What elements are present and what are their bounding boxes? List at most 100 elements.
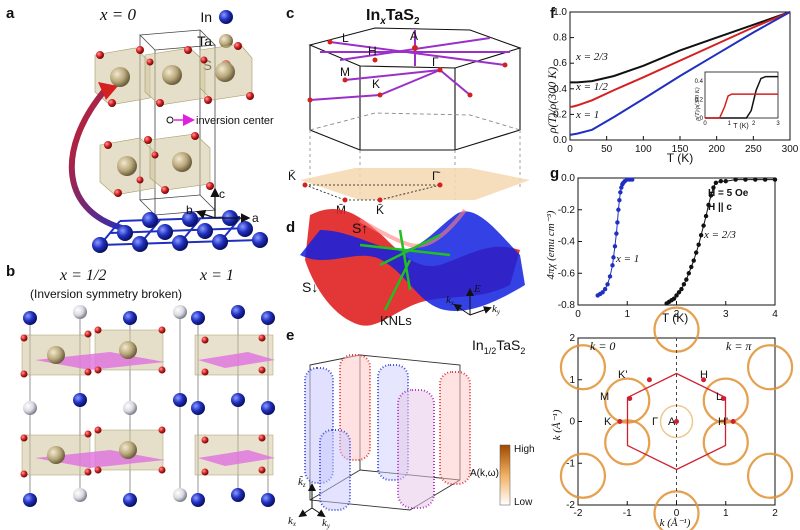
chart-f-xtick-label: 250	[745, 144, 762, 155]
chart-h-ytick-label: -2	[566, 500, 575, 511]
surface-point-K2: K̄	[376, 203, 384, 217]
chart-h-xtick-label: 0	[674, 508, 680, 519]
kz0-label: k = 0	[590, 339, 615, 353]
axis-kz-e: k̃z	[298, 475, 306, 489]
chart-g-point	[701, 223, 706, 228]
chart-g-point	[629, 177, 635, 182]
chart-g-point	[676, 290, 682, 295]
axis-kx-e: kx	[288, 515, 297, 528]
chart-f-ytick-label: 0.6	[553, 58, 567, 69]
inversion-plane-right-2	[198, 450, 275, 466]
chart-g-point	[706, 202, 711, 208]
chart-g-point	[618, 190, 623, 195]
high-symmetry-points-c	[307, 39, 508, 103]
panel-f: f 0 50 100 150 200 250 300 0.0 0.2 0.4 0.6 0.8 1.0 0 1…	[545, 5, 799, 165]
axes-d	[453, 288, 492, 316]
surface-path	[304, 184, 441, 201]
inset-ytick-label: 0.2	[695, 98, 704, 104]
ta-atoms-lower	[117, 152, 192, 176]
fermi-pocket	[746, 452, 794, 499]
chart-g-point	[614, 231, 619, 236]
chart-g-point	[743, 177, 748, 182]
chart-g-point	[681, 282, 687, 287]
bz-point-H: H	[368, 44, 377, 58]
chart-g-point	[772, 177, 778, 182]
transform-arrow	[68, 88, 131, 233]
s-atoms-upper	[96, 42, 254, 107]
chart-f-series-1	[570, 11, 791, 108]
knl-lines	[359, 229, 451, 311]
legend-ta-marker	[219, 34, 233, 48]
chart-h: -2 -1 0 1 2 -2 -1 0 1 2	[559, 306, 794, 530]
panel-b-left-title: x = 1/2	[59, 267, 106, 284]
chart-g-point	[753, 177, 758, 182]
series-x23-label: x = 2/3	[575, 51, 608, 63]
chart-g-point	[612, 244, 618, 249]
inset-xtick-label: 0	[703, 121, 707, 127]
legend-in-label: In	[200, 9, 212, 25]
panel-a: a x = 0 In Ta S	[6, 5, 274, 253]
inversion-center-marker	[166, 116, 174, 124]
chart-h-ytick-label: 2	[569, 333, 575, 344]
chart-h-xtick-label: -2	[574, 508, 583, 519]
chart-g-xtick-label: 0	[575, 309, 581, 320]
bz-hexagon	[626, 372, 727, 471]
h-point-marker	[730, 419, 736, 424]
panel-b: b x = 1/2 x = 1 (Inversion symmetry brok…	[6, 263, 275, 507]
colorbar-high: High	[514, 444, 535, 455]
field-line2: H || c	[708, 202, 732, 213]
panel-h: -2 -1 0 1 2 -2 -1 0 1 2 k = 0 k = π k (Å⁻¹) k (Å⁻…	[551, 306, 794, 530]
inversion-plane-right-1	[198, 352, 275, 368]
fermi-pocket	[559, 344, 607, 391]
chart-g-xtick-label: 4	[772, 309, 778, 320]
chart-h-xlabel: k (Å⁻¹)	[660, 517, 691, 529]
chart-g-point	[711, 185, 716, 190]
chart-g-point	[617, 198, 622, 203]
spin-up-label: S↑	[352, 220, 368, 236]
chart-g-point	[733, 177, 738, 182]
chart-g-point	[602, 286, 608, 292]
chart-g-point	[610, 263, 615, 268]
legend-in-marker	[219, 10, 233, 24]
chart-g-ytick-label: -0.6	[558, 268, 576, 279]
chart-h-ytick-label: 0	[569, 417, 575, 428]
chart-g-ylabel: 4πχ (emu cm⁻³)	[545, 210, 557, 279]
h-point-marker	[646, 377, 652, 383]
fermi-pocket	[653, 490, 700, 530]
h-point-A: A	[668, 416, 676, 428]
h-point-marker	[617, 419, 623, 424]
colorbar	[499, 444, 511, 506]
transform-arrow-head	[98, 82, 118, 100]
chart-g-point	[616, 207, 621, 212]
chart-f-series-0	[570, 11, 791, 84]
panel-c: c InxTaS2 A L H M K Γ	[286, 5, 530, 217]
chart-g-point	[611, 255, 616, 260]
chart-g-point	[679, 286, 684, 292]
h-point-Hp: H'	[718, 416, 728, 428]
bz-point-A: A	[410, 29, 418, 43]
fermi-pocket	[746, 344, 794, 391]
panel-a-label: a	[6, 5, 15, 22]
inset-series-1	[705, 93, 778, 119]
panel-g-label: g	[550, 165, 559, 182]
chart-g: 0 1 2 3 4 -0.8 -0.6 -0.4 -0.2 0.0	[558, 173, 778, 320]
chart-g-point	[713, 180, 719, 185]
inset-series-0	[705, 75, 778, 119]
axis-ky-label: ky	[492, 303, 501, 316]
chart-g-xlabel: T (K)	[662, 311, 688, 325]
chart-h-xtick-label: 1	[723, 508, 729, 519]
band-highlight-1	[358, 208, 467, 248]
brillouin-zone	[308, 27, 522, 151]
surface-points	[302, 182, 443, 203]
bz-mid-dashed	[309, 112, 521, 131]
chart-h-xtick-label: -1	[623, 508, 632, 519]
panel-c-title: InxTaS2	[366, 7, 420, 27]
colorbar-label: A(k,ω)	[470, 468, 499, 479]
chart-h-xtick-label: 2	[772, 508, 778, 519]
chart-g-point	[689, 264, 694, 270]
h-point-L: L	[716, 391, 722, 403]
h-point-Gamma: Γ	[652, 416, 658, 428]
chart-g-point	[691, 258, 696, 263]
chart-g-point	[605, 282, 610, 287]
